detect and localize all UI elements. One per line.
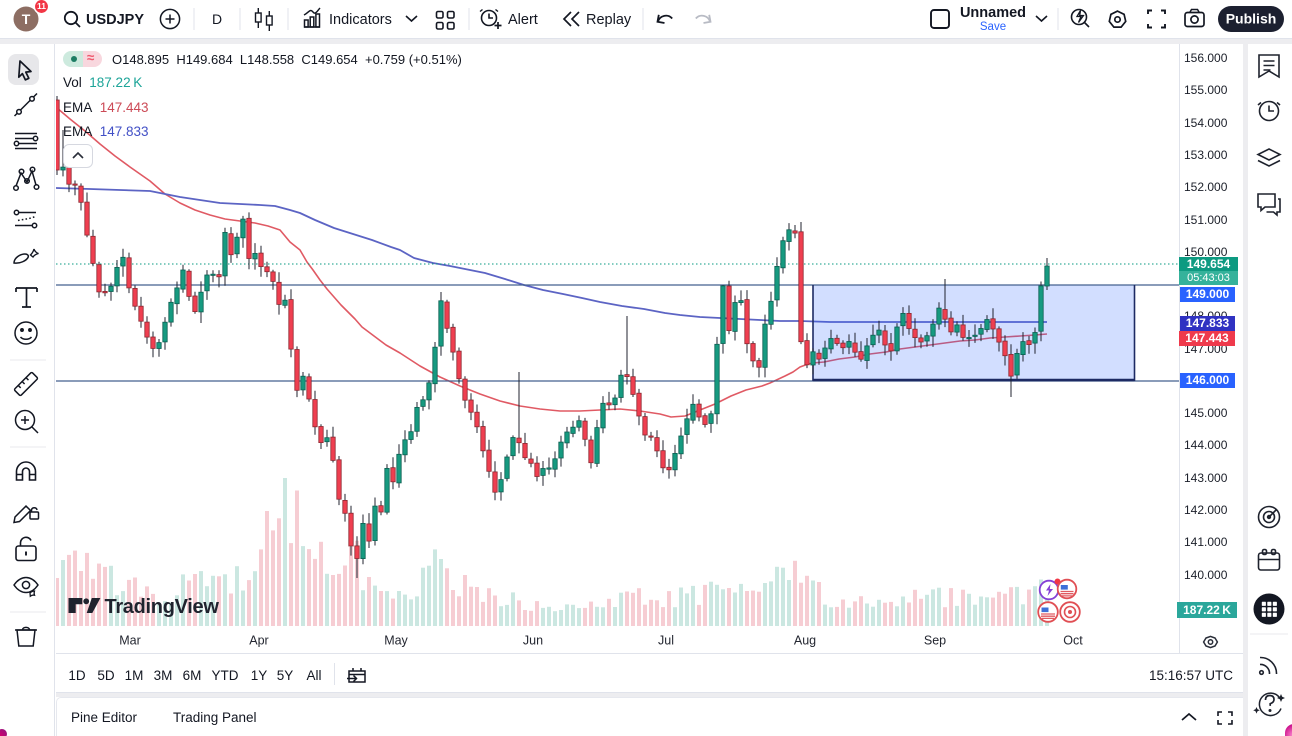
svg-text:Publish: Publish	[1226, 11, 1277, 27]
svg-text:Aug: Aug	[794, 634, 816, 648]
svg-text:Mar: Mar	[119, 634, 141, 648]
svg-text:Indicators: Indicators	[329, 12, 392, 28]
svg-text:Replay: Replay	[586, 12, 632, 28]
svg-text:Oct: Oct	[1063, 634, 1083, 648]
svg-text:Sep: Sep	[924, 634, 946, 648]
svg-text:T: T	[22, 11, 31, 27]
svg-text:May: May	[384, 634, 408, 648]
svg-text:Apr: Apr	[249, 634, 268, 648]
svg-text:11: 11	[37, 1, 46, 11]
svg-text:Jun: Jun	[523, 634, 543, 648]
svg-text:Unnamed: Unnamed	[960, 5, 1026, 21]
svg-text:Save: Save	[980, 21, 1006, 33]
svg-text:USDJPY: USDJPY	[86, 12, 144, 28]
svg-text:TradingView: TradingView	[105, 596, 220, 618]
svg-text:Jul: Jul	[658, 634, 674, 648]
svg-text:D: D	[212, 11, 222, 27]
svg-text:Alert: Alert	[508, 12, 538, 28]
